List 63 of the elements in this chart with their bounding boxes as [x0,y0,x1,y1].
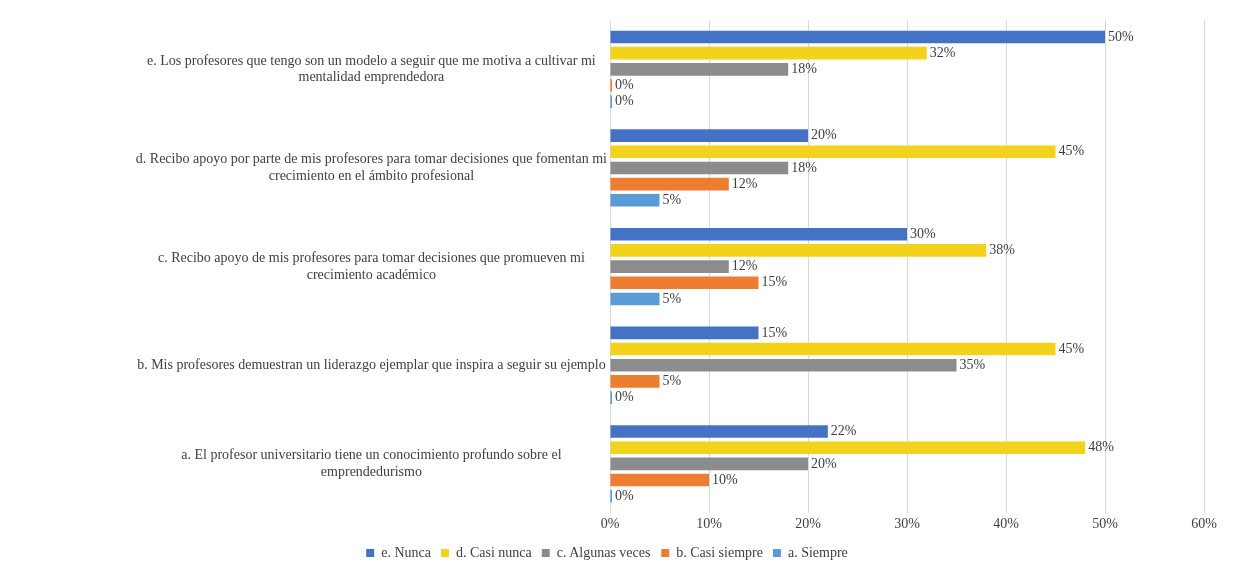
data-label: 45% [1058,340,1085,356]
data-label: 0% [615,77,634,93]
bar [610,227,907,241]
legend-label: c. Algunas veces [556,544,651,560]
data-label: 0% [615,389,634,405]
data-label: 12% [731,175,758,191]
data-label: 48% [1088,439,1115,455]
bar [610,457,808,471]
bar [610,129,808,142]
data-label: 35% [959,356,986,372]
x-tick-label: 20% [795,516,822,532]
y-tick-label: b. Mis profesores demuestran un liderazgo ejemplar que inspira a seguir su ejemplo [137,356,606,372]
x-tick-label: 40% [993,516,1020,532]
bar [610,358,957,372]
data-label: 5% [662,191,682,207]
bar [610,276,759,290]
legend-label: e. Nunca [381,544,432,560]
bar [610,375,660,388]
y-tick-label: d. Recibo apoyo por parte de mis profesores para tomar decisiones que fomentan mi crecimiento en el ámbito profesional [135,151,608,184]
data-label: 22% [830,423,857,439]
data-label: 5% [662,290,682,306]
bar [610,326,759,340]
bar [610,63,789,76]
bar [610,473,709,487]
y-tick-label: e. Los profesores que tengo son un modelo a seguir que me motiva a cultivar mi mentalidad emprendedora [147,52,596,85]
legend-label: b. Casi siempre [676,544,763,560]
bar [610,342,1056,356]
y-tick-label: a. El profesor universitario tiene un conocimiento profundo sobre el emprendedurismo [181,447,562,479]
bar [610,46,927,60]
y-tick-label: c. Recibo apoyo de mis profesores para tomar decisiones que promueven mi crecimiento académico [157,249,585,282]
data-label: 38% [989,242,1016,258]
bar [610,161,789,175]
data-label: 12% [731,258,758,274]
data-label: 18% [791,60,818,76]
bar [610,30,1105,44]
data-label: 30% [910,225,936,241]
data-label: 18% [791,159,818,175]
bar [610,425,828,438]
bar [610,441,1086,455]
bar [610,194,660,207]
bar [610,177,729,191]
data-label: 20% [811,127,837,143]
bar [610,260,729,273]
data-label: 20% [811,455,837,471]
legend-label: d. Casi nunca [455,544,533,560]
data-label: 10% [712,471,738,487]
x-tick-label: 10% [696,516,723,532]
data-label: 0% [615,93,634,109]
x-tick-label: 60% [1191,516,1218,532]
bar [610,244,987,257]
bar [610,292,660,306]
data-label: 45% [1058,143,1085,159]
x-tick-label: 50% [1092,516,1119,532]
data-label: 5% [662,373,682,389]
data-label: 15% [761,324,788,340]
data-label: 15% [761,274,788,290]
x-tick-label: 0% [600,516,620,532]
bar [610,145,1056,159]
data-label: 50% [1108,28,1134,44]
data-label: 32% [929,44,956,60]
x-tick-label: 30% [894,516,921,532]
data-label: 0% [615,487,634,503]
legend-label: a. Siempre [787,544,848,560]
